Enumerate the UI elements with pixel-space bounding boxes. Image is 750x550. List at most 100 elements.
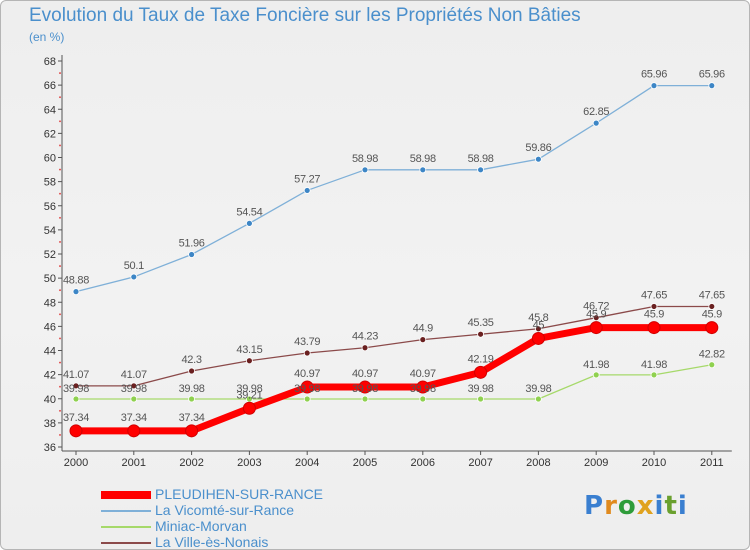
data-label-2: 39.98	[410, 383, 436, 395]
series-point-2	[130, 395, 138, 403]
data-label-3: 41.07	[63, 369, 89, 381]
y-tick-label: 58	[44, 177, 56, 189]
series-point-0	[705, 321, 719, 335]
data-label-2: 41.98	[583, 359, 609, 371]
chart-unit-label: (en %)	[29, 30, 65, 44]
series-point-1	[650, 82, 658, 90]
data-label-0: 37.34	[63, 412, 89, 424]
y-tick-label: 62	[44, 128, 56, 140]
series-point-3	[535, 325, 542, 333]
x-tick-label: 2004	[295, 457, 319, 469]
series-point-0	[647, 321, 661, 335]
y-minor-tick	[59, 337, 61, 340]
series-line-0	[72, 324, 716, 435]
series-point-3	[245, 357, 253, 365]
data-label-3: 47.65	[699, 289, 725, 301]
data-label-1: 65.96	[699, 69, 725, 81]
series-point-1	[245, 219, 253, 227]
y-tick-label: 38	[44, 418, 56, 430]
series-point-1	[130, 273, 138, 281]
series-point-3	[650, 303, 658, 310]
y-tick-label: 66	[44, 80, 56, 92]
series-point-1	[708, 82, 716, 90]
series-point-0	[127, 424, 141, 438]
y-tick-label: 42	[44, 370, 56, 382]
y-minor-tick	[59, 313, 61, 316]
y-minor-tick	[59, 409, 61, 412]
legend-label: La Vicomté-sur-Rance	[155, 502, 295, 518]
y-minor-tick	[59, 96, 61, 99]
legend-swatch	[101, 542, 151, 544]
y-minor-tick	[59, 168, 61, 171]
series-point-3	[188, 367, 196, 375]
series-point-1	[303, 187, 311, 194]
x-tick-label: 2006	[411, 457, 435, 469]
y-tick-label: 60	[44, 153, 56, 165]
series-point-3	[419, 336, 427, 344]
y-minor-tick	[59, 192, 61, 195]
series-point-0	[242, 401, 256, 415]
data-label-3: 44.23	[352, 331, 378, 343]
y-minor-tick	[59, 216, 61, 219]
data-label-2: 39.98	[236, 383, 262, 395]
data-labels: 48.88 50.1 51.96 54.54 57.27 58.98 58.98 58.98 5…	[63, 69, 725, 424]
proxiti-logo: Proxiti	[584, 491, 688, 521]
series-point-2	[303, 395, 311, 403]
data-label-0: 42.19	[468, 353, 494, 365]
y-tick-label: 48	[44, 297, 56, 309]
series-point-0	[589, 321, 603, 335]
data-label-1: 58.98	[352, 153, 378, 165]
series-point-3	[130, 382, 138, 390]
logo-letter: i	[677, 491, 688, 521]
data-label-3: 46.72	[583, 301, 609, 313]
data-label-3: 41.07	[121, 369, 147, 381]
series-line-3	[75, 305, 713, 387]
logo-letter: r	[604, 491, 618, 521]
x-tick-label: 2007	[468, 457, 492, 469]
series-point-3	[72, 382, 80, 390]
data-label-2: 39.98	[525, 383, 551, 395]
y-tick-label: 56	[44, 201, 56, 213]
y-minor-tick	[59, 385, 61, 388]
data-label-0: 37.34	[179, 412, 205, 424]
logo-letter: P	[584, 491, 605, 521]
data-label-2: 39.98	[121, 383, 147, 395]
y-tick-label: 46	[44, 321, 56, 333]
x-tick-label: 2000	[64, 457, 88, 469]
series-point-1	[592, 119, 600, 127]
series-point-0	[474, 365, 488, 379]
x-tick-label: 2003	[237, 457, 261, 469]
y-minor-tick	[59, 289, 61, 292]
legend-label: Miniac-Morvan	[155, 518, 247, 534]
y-tick-label: 54	[44, 225, 56, 237]
series-point-3	[361, 344, 369, 352]
data-label-3: 45.8	[528, 312, 548, 324]
series-point-1	[535, 155, 542, 163]
legend-swatch	[101, 526, 151, 528]
data-label-0: 45.9	[644, 309, 664, 321]
series-point-2	[535, 395, 542, 403]
series-point-2	[477, 395, 485, 403]
data-label-2: 41.98	[641, 359, 667, 371]
x-tick-label: 2005	[353, 457, 377, 469]
series-point-0	[358, 380, 372, 394]
data-label-0: 45	[533, 319, 545, 331]
x-tick-label: 2008	[526, 457, 550, 469]
data-label-0: 40.97	[352, 368, 378, 380]
data-label-1: 59.86	[525, 142, 551, 154]
data-label-2: 39.98	[179, 383, 205, 395]
series-point-1	[188, 251, 196, 258]
data-label-0: 40.97	[294, 368, 320, 380]
logo-letter: i	[654, 491, 665, 521]
y-tick-label: 64	[44, 104, 56, 116]
series-point-2	[72, 395, 80, 403]
data-label-2: 39.98	[63, 383, 89, 395]
data-label-0: 45.9	[702, 309, 722, 321]
data-label-3: 42.3	[181, 354, 201, 366]
y-tick-label: 44	[44, 346, 56, 358]
series-point-2	[188, 395, 196, 403]
x-tick-label: 2010	[642, 457, 666, 469]
y-minor-tick	[59, 265, 61, 267]
logo-letter: x	[636, 491, 655, 521]
data-label-3: 43.15	[236, 344, 262, 356]
